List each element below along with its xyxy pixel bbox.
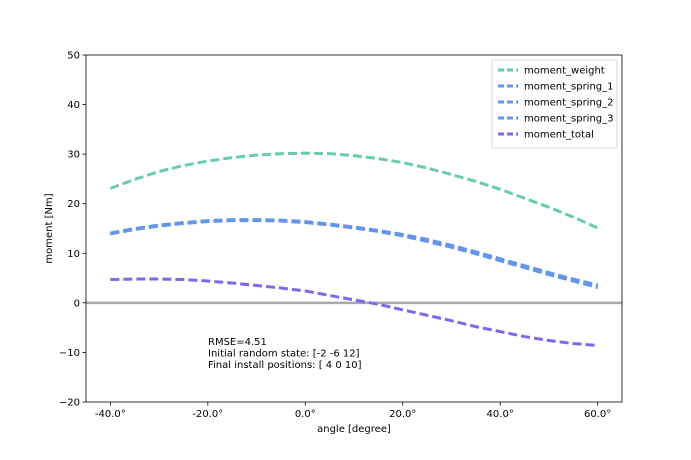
y-tick-label: 10 xyxy=(67,249,80,260)
legend-label: moment_total xyxy=(524,130,594,141)
series-line-moment-spring-3 xyxy=(110,218,598,287)
y-tick-label: 20 xyxy=(67,199,80,210)
legend-box xyxy=(491,59,618,149)
y-tick-label: 50 xyxy=(67,51,80,62)
x-tick-label: 40.0° xyxy=(487,409,514,420)
x-axis-ticks: -40.0° -20.0° 0.0° 20.0° 40.0° 60.0° xyxy=(95,402,611,420)
series-layer xyxy=(109,151,599,347)
y-tick-label: −10 xyxy=(59,348,80,359)
y-axis-ticks: −20 −10 0 10 20 30 40 50 xyxy=(59,51,86,409)
y-tick-label: −20 xyxy=(59,398,80,409)
x-tick-label: 60.0° xyxy=(584,409,611,420)
series-line-moment-total xyxy=(110,277,598,347)
x-tick-label: 20.0° xyxy=(389,409,416,420)
x-tick-label: 0.0° xyxy=(295,409,316,420)
series-line-moment-weight xyxy=(109,151,599,230)
annotation-block: RMSE=4.51 Initial random state: [-2 -6 1… xyxy=(208,337,362,371)
legend-label: moment_weight xyxy=(524,66,605,77)
x-tick-label: -20.0° xyxy=(192,409,223,420)
legend-label: moment_spring_3 xyxy=(524,114,614,125)
x-axis-label: angle [degree] xyxy=(317,424,391,435)
x-tick-label: -40.0° xyxy=(95,409,126,420)
legend-label: moment_spring_2 xyxy=(524,98,614,109)
annotation-final-positions: Final install positions: [ 4 0 10] xyxy=(208,360,362,371)
legend: moment_weight moment_spring_1 moment_sprin… xyxy=(491,59,618,149)
legend-label: moment_spring_1 xyxy=(524,82,614,93)
y-axis-label: moment [Nm] xyxy=(44,193,55,263)
y-tick-label: 40 xyxy=(67,100,80,111)
plot-frame xyxy=(85,54,623,403)
y-tick-label: 0 xyxy=(74,298,80,309)
annotation-rmse: RMSE=4.51 xyxy=(208,337,267,348)
annotation-initial-state: Initial random state: [-2 -6 12] xyxy=(208,349,360,360)
y-tick-label: 30 xyxy=(67,150,80,161)
